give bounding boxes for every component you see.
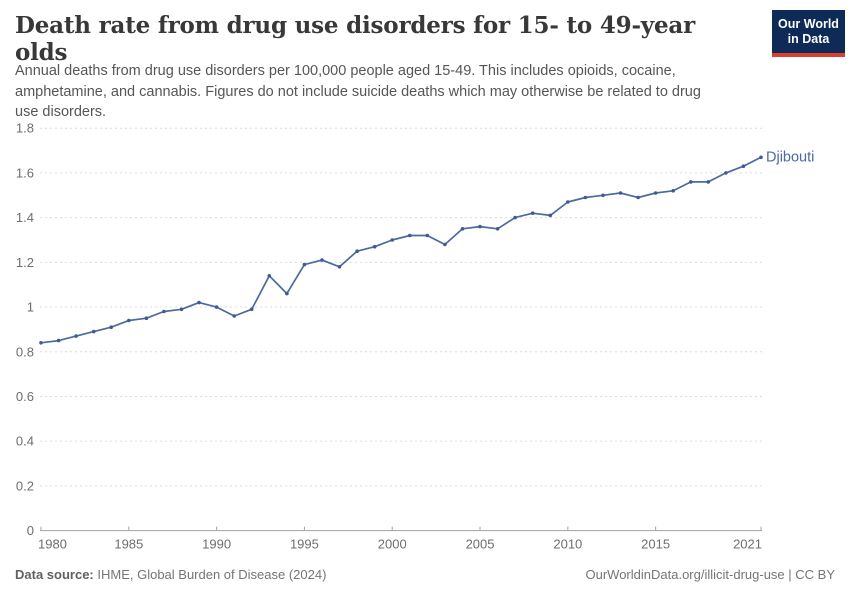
data-point[interactable] — [390, 238, 395, 242]
data-point[interactable] — [706, 180, 711, 184]
data-point[interactable] — [267, 274, 272, 278]
data-point[interactable] — [74, 334, 78, 338]
owid-logo-line2: in Data — [787, 32, 830, 46]
y-tick-label: 0 — [27, 523, 34, 538]
data-point[interactable] — [372, 244, 377, 249]
page-title: Death rate from drug use disorders for 1… — [15, 12, 696, 66]
y-tick-label: 1.2 — [16, 255, 34, 270]
data-point[interactable] — [179, 307, 184, 312]
series-end-label-djibouti[interactable]: Djibouti — [766, 149, 814, 165]
x-tick-label: 1995 — [290, 537, 319, 552]
data-point[interactable] — [302, 262, 307, 267]
data-point[interactable] — [162, 309, 166, 314]
data-point[interactable] — [197, 300, 201, 305]
data-point[interactable] — [671, 189, 675, 193]
x-tick-label: 1990 — [202, 537, 231, 552]
y-tick-label: 0.4 — [16, 434, 34, 449]
owid-logo[interactable]: Our World in Data — [772, 10, 845, 57]
data-point[interactable] — [566, 200, 570, 204]
chart-subtitle: Annual deaths from drug use disorders pe… — [15, 63, 701, 120]
data-point[interactable] — [214, 305, 219, 309]
data-point[interactable] — [759, 155, 763, 160]
data-point[interactable] — [653, 191, 658, 195]
data-point[interactable] — [478, 224, 482, 229]
data-point[interactable] — [724, 171, 728, 175]
x-tick-label: 1980 — [38, 537, 67, 552]
data-point[interactable] — [127, 318, 131, 323]
line-chart-canvas: 00.20.40.60.811.21.41.61.8 1980 1985 1990 1… — [16, 121, 814, 552]
x-tick-label: 1985 — [114, 537, 143, 552]
data-point[interactable] — [583, 195, 588, 200]
data-point[interactable] — [601, 193, 605, 198]
data-point[interactable] — [443, 242, 447, 247]
data-point[interactable] — [495, 227, 500, 231]
data-point[interactable] — [232, 314, 236, 318]
data-point[interactable] — [689, 180, 693, 184]
x-tick-label: 2021 — [733, 537, 762, 552]
data-point[interactable] — [513, 215, 517, 220]
data-source-note: Data source: IHME, Global Burden of Dise… — [15, 567, 326, 582]
x-tick-label: 2010 — [553, 537, 582, 552]
data-point[interactable] — [548, 213, 553, 218]
data-point[interactable] — [91, 329, 96, 334]
y-tick-label: 1 — [27, 300, 34, 315]
series-group — [39, 155, 763, 345]
data-source-label: Data source: — [15, 567, 94, 582]
y-tick-label: 1.8 — [16, 121, 34, 136]
series-line-djibouti[interactable] — [40, 156, 762, 344]
data-point[interactable] — [460, 227, 465, 231]
data-point[interactable] — [408, 233, 412, 238]
data-point[interactable] — [39, 341, 43, 345]
data-point[interactable] — [355, 249, 359, 253]
data-point[interactable] — [636, 195, 640, 200]
x-axis-group: 1980 1985 1990 1995 2000 2005 2010 2015 2021 — [38, 526, 762, 552]
y-tick-label: 0.8 — [16, 344, 34, 359]
data-source-value: IHME, Global Burden of Disease (2024) — [93, 567, 327, 582]
data-point[interactable] — [618, 191, 623, 195]
data-point[interactable] — [425, 233, 430, 238]
y-tick-label: 1.6 — [16, 165, 34, 180]
data-point[interactable] — [285, 291, 289, 296]
x-tick-label: 2000 — [378, 537, 407, 552]
data-point[interactable] — [320, 258, 324, 262]
gridlines-group: 0 0.2 0.4 0.6 0.8 1 1.2 1.4 1.6 1.8 — [16, 121, 762, 538]
x-tick-label: 2015 — [641, 537, 670, 552]
y-tick-label: 1.4 — [16, 210, 34, 225]
data-point[interactable] — [249, 307, 254, 312]
owid-logo-line1: Our World — [778, 17, 839, 31]
chart-footer: Data source: IHME, Global Burden of Dise… — [15, 567, 835, 582]
data-point[interactable] — [109, 325, 113, 329]
data-point[interactable] — [144, 316, 149, 320]
y-tick-label: 0.6 — [16, 389, 34, 404]
owid-url-license-link[interactable]: OurWorldinData.org/illicit-drug-use | CC… — [585, 567, 836, 582]
x-tick-label: 2005 — [466, 537, 495, 552]
data-point[interactable] — [56, 338, 61, 343]
data-point[interactable] — [530, 211, 535, 215]
data-point[interactable] — [337, 265, 342, 269]
y-tick-label: 0.2 — [16, 478, 34, 493]
data-point[interactable] — [741, 164, 746, 168]
